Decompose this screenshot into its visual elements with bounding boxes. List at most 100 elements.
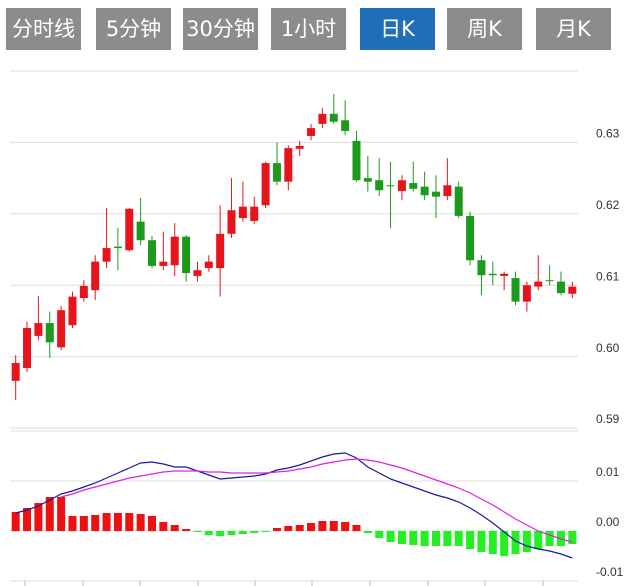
candle-body [68, 296, 77, 326]
candle-body [79, 285, 88, 299]
histogram-bar [295, 525, 304, 531]
candle-body [204, 261, 213, 269]
macd-line [15, 452, 573, 559]
tab[interactable]: 周K [447, 8, 522, 50]
candle-body [341, 120, 350, 131]
histogram-bar [341, 522, 350, 531]
tab[interactable]: 30分钟 [183, 8, 258, 50]
candle-body [556, 281, 565, 294]
y-tick-label: 0.59 [596, 412, 620, 426]
histogram-bar [159, 522, 168, 531]
candle-body [261, 163, 270, 206]
candle-body [45, 323, 54, 343]
histogram-bar [545, 531, 554, 546]
histogram-bar [477, 531, 486, 552]
histogram-bar [182, 529, 191, 531]
histogram-bar [261, 531, 270, 532]
tab[interactable]: 月K [536, 8, 611, 50]
histogram-bar [500, 531, 509, 556]
candle-body [307, 128, 316, 136]
tab[interactable]: 日K [360, 8, 435, 50]
candle-body [363, 178, 372, 182]
histogram-bar [79, 516, 88, 531]
histogram-bar [113, 513, 122, 531]
candle-body [522, 285, 531, 302]
tab[interactable]: 分时线 [6, 8, 81, 50]
candle-body [295, 145, 304, 149]
candle-body [216, 233, 225, 269]
candle-body [488, 273, 497, 276]
candle-body [272, 163, 281, 182]
histogram-bar [420, 531, 429, 546]
candle-body [534, 281, 543, 287]
histogram-bar [45, 497, 54, 531]
candle-body [11, 363, 20, 381]
candle-body [136, 221, 145, 241]
histogram-bar [136, 514, 145, 531]
candle-body [432, 191, 440, 197]
histogram-bar [193, 531, 202, 532]
candle-body [238, 206, 247, 219]
candle-body [91, 261, 100, 291]
candle-body [318, 113, 327, 124]
candle-body [284, 148, 293, 182]
candle-body [34, 323, 43, 336]
histogram-bar [204, 531, 213, 535]
histogram-bar [250, 531, 259, 533]
histogram-bar [522, 531, 531, 552]
histogram-bar [227, 531, 236, 535]
histogram-bar [57, 497, 66, 531]
candle-body [386, 185, 395, 187]
y-tick-label: 0.63 [596, 127, 620, 141]
candle-body [182, 236, 191, 274]
histogram-bar [432, 531, 440, 546]
histogram-bar [443, 531, 452, 546]
histogram-bar [375, 531, 384, 538]
tab[interactable]: 1小时 [271, 8, 346, 50]
histogram-bar [170, 525, 179, 531]
histogram-bar [148, 516, 156, 531]
candle-body [329, 113, 338, 122]
candle-body [545, 280, 554, 282]
candle-body [23, 328, 32, 369]
histogram-bar [125, 513, 134, 531]
candle-body [125, 208, 134, 251]
candle-body [193, 270, 202, 276]
y-tick-label: 0.61 [596, 269, 620, 283]
y-tick-label: 0.62 [596, 198, 620, 212]
candle-body [250, 206, 259, 221]
histogram-bar [284, 526, 293, 531]
histogram-bar [488, 531, 497, 554]
histogram-bar [102, 513, 111, 531]
y-tick-label: 0.60 [596, 341, 620, 355]
histogram-bar [386, 531, 395, 542]
histogram-bar [68, 516, 77, 531]
tab[interactable]: 5分钟 [96, 8, 171, 50]
candle-body [477, 260, 486, 276]
candle-body [159, 261, 168, 266]
histogram-bar [329, 521, 338, 531]
histogram-bar [397, 531, 406, 544]
candle-body [466, 215, 475, 261]
histogram-bar [352, 525, 361, 531]
candle-body [409, 183, 418, 189]
candle-body [113, 246, 122, 249]
histogram-bar [568, 531, 577, 544]
histogram-bar [11, 512, 20, 531]
histogram-bar [511, 531, 520, 554]
macd-line [60, 458, 573, 543]
histogram-bar [534, 531, 543, 549]
histogram-bar [307, 523, 316, 531]
histogram-bar [23, 508, 32, 531]
y-tick-label: 0.01 [596, 465, 620, 479]
candle-body [511, 278, 520, 302]
candle-body [568, 286, 577, 294]
histogram-bar [363, 531, 372, 533]
histogram-bar [409, 531, 418, 545]
histogram-bar [91, 515, 100, 531]
histogram-bar [272, 528, 281, 531]
histogram-bar [318, 521, 327, 531]
candle-body [57, 310, 66, 348]
